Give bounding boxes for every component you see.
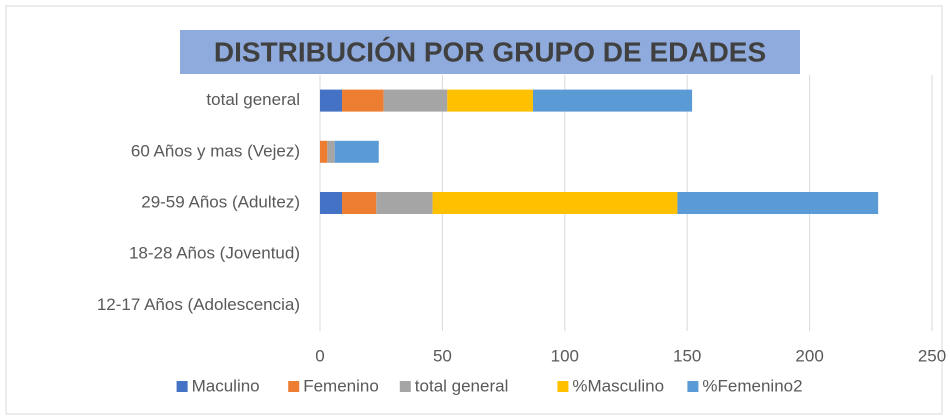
legend-swatch	[288, 381, 300, 392]
bar-segment	[320, 140, 328, 163]
legend-swatch	[557, 381, 569, 392]
bar-segment	[320, 192, 343, 214]
legend-label: Femenino	[303, 376, 379, 395]
legend-swatch	[687, 381, 699, 392]
bar-segment	[342, 192, 377, 214]
y-tick-label: 12-17 Años (Adolescencia)	[97, 295, 300, 314]
bar-segment	[334, 140, 379, 163]
title-box	[180, 30, 800, 74]
y-tick-label: 18-28 Años (Joventud)	[129, 244, 300, 263]
bar-segment	[327, 140, 335, 163]
bar-segment	[447, 89, 533, 112]
bar-segment	[677, 192, 879, 214]
bar-segment	[532, 89, 693, 112]
bar-segment	[376, 192, 433, 214]
bar-segment	[342, 89, 384, 112]
x-tick-label: 0	[315, 346, 324, 365]
bar-segment	[383, 89, 448, 112]
legend-label: %Masculino	[572, 376, 664, 395]
legend-label: Maculino	[192, 376, 260, 395]
bar-segment	[432, 192, 678, 214]
y-tick-label: 29-59 Años (Adultez)	[141, 192, 300, 211]
legend-swatch	[176, 381, 188, 392]
bar-segment	[320, 89, 343, 112]
legend-swatch	[399, 381, 411, 392]
x-tick-label: 250	[918, 346, 946, 365]
x-tick-label: 150	[673, 346, 701, 365]
y-tick-label: total general	[206, 90, 300, 109]
x-tick-label: 50	[433, 346, 452, 365]
x-tick-label: 200	[795, 346, 823, 365]
legend-label: total general	[415, 376, 509, 395]
x-tick-label: 100	[551, 346, 579, 365]
y-tick-label: 60 Años y mas (Vejez)	[131, 141, 300, 160]
legend-label: %Femenino2	[702, 376, 802, 395]
chart-title: DISTRIBUCIÓN POR GRUPO DE EDADES	[214, 36, 766, 67]
